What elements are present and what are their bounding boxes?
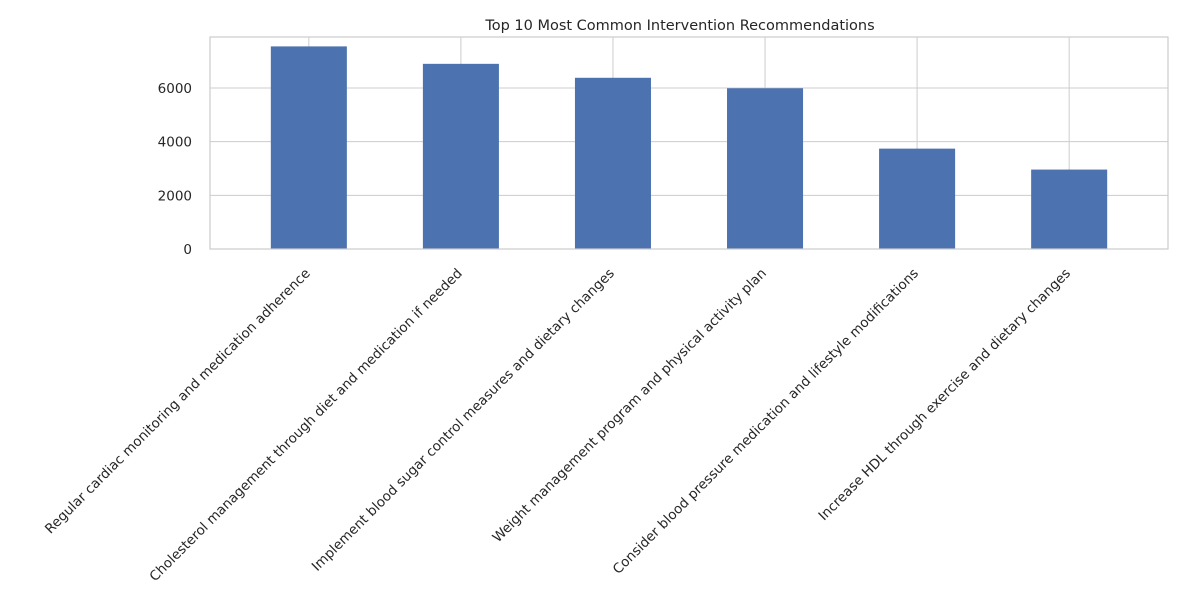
bar: [727, 88, 804, 249]
bar: [879, 148, 956, 249]
x-tick-label: Consider blood pressure medication and l…: [610, 266, 922, 578]
x-tick-label: Implement blood sugar control measures a…: [309, 266, 618, 575]
bar: [422, 63, 499, 249]
bar: [270, 46, 347, 249]
x-tick-label: Weight management program and physical a…: [489, 266, 769, 546]
bars-layer: [270, 46, 1108, 249]
plot-area-frame: [209, 36, 1169, 250]
y-tick-label: 6000: [158, 81, 192, 97]
chart-title: Top 10 Most Common Intervention Recommen…: [484, 18, 874, 34]
y-tick-label: 0: [183, 242, 192, 258]
bar: [574, 77, 651, 249]
y-tick-label: 2000: [158, 188, 192, 204]
x-tick-label: Cholesterol management through diet and …: [146, 266, 465, 585]
bar: [1031, 169, 1108, 249]
x-tick-label: Regular cardiac monitoring and medicatio…: [42, 266, 314, 538]
y-axis-ticks: 0 2000 4000 6000: [158, 81, 192, 258]
y-tick-label: 4000: [158, 135, 192, 151]
grid-layer: [210, 37, 1168, 250]
x-axis-ticks: Regular cardiac monitoring and medicatio…: [42, 266, 1074, 585]
x-tick-label: Increase HDL through exercise and dietar…: [815, 266, 1073, 524]
